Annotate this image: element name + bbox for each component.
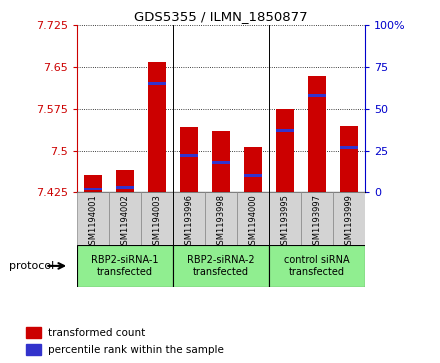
Title: GDS5355 / ILMN_1850877: GDS5355 / ILMN_1850877 xyxy=(134,10,308,23)
Text: RBP2-siRNA-2
transfected: RBP2-siRNA-2 transfected xyxy=(187,255,255,277)
Bar xyxy=(26,327,41,338)
Bar xyxy=(77,192,109,245)
Bar xyxy=(205,192,237,245)
Bar xyxy=(26,344,41,355)
Bar xyxy=(308,76,326,192)
Text: GSM1193998: GSM1193998 xyxy=(216,194,226,250)
Bar xyxy=(333,192,365,245)
Bar xyxy=(84,188,102,191)
Bar xyxy=(180,127,198,192)
Text: GSM1194003: GSM1194003 xyxy=(153,194,161,250)
Bar xyxy=(244,174,262,177)
Text: GSM1193996: GSM1193996 xyxy=(184,194,194,250)
Bar xyxy=(173,245,269,287)
Bar xyxy=(212,131,230,192)
Text: transformed count: transformed count xyxy=(48,328,145,338)
Text: RBP2-siRNA-1
transfected: RBP2-siRNA-1 transfected xyxy=(91,255,159,277)
Text: GSM1193995: GSM1193995 xyxy=(281,194,290,250)
Bar xyxy=(77,245,173,287)
Bar xyxy=(244,147,262,192)
Bar xyxy=(276,129,294,132)
Bar xyxy=(141,192,173,245)
Text: GSM1193999: GSM1193999 xyxy=(345,194,354,250)
Bar xyxy=(212,161,230,164)
Bar xyxy=(269,245,365,287)
Text: GSM1193997: GSM1193997 xyxy=(313,194,322,250)
Bar xyxy=(276,109,294,192)
Text: percentile rank within the sample: percentile rank within the sample xyxy=(48,345,224,355)
Bar xyxy=(237,192,269,245)
Bar xyxy=(148,62,166,192)
Bar xyxy=(148,82,166,85)
Bar xyxy=(180,154,198,157)
Text: GSM1194000: GSM1194000 xyxy=(249,194,258,250)
Bar xyxy=(269,192,301,245)
Bar xyxy=(301,192,333,245)
Bar xyxy=(308,94,326,97)
Bar xyxy=(84,175,102,192)
Bar xyxy=(109,192,141,245)
Bar xyxy=(173,192,205,245)
Text: control siRNA
transfected: control siRNA transfected xyxy=(284,255,350,277)
Text: GSM1194001: GSM1194001 xyxy=(88,194,98,250)
Text: protocol: protocol xyxy=(9,261,54,271)
Bar xyxy=(116,186,134,189)
Text: GSM1194002: GSM1194002 xyxy=(121,194,129,250)
Bar xyxy=(341,146,358,149)
Bar xyxy=(341,126,358,192)
Bar xyxy=(116,170,134,192)
